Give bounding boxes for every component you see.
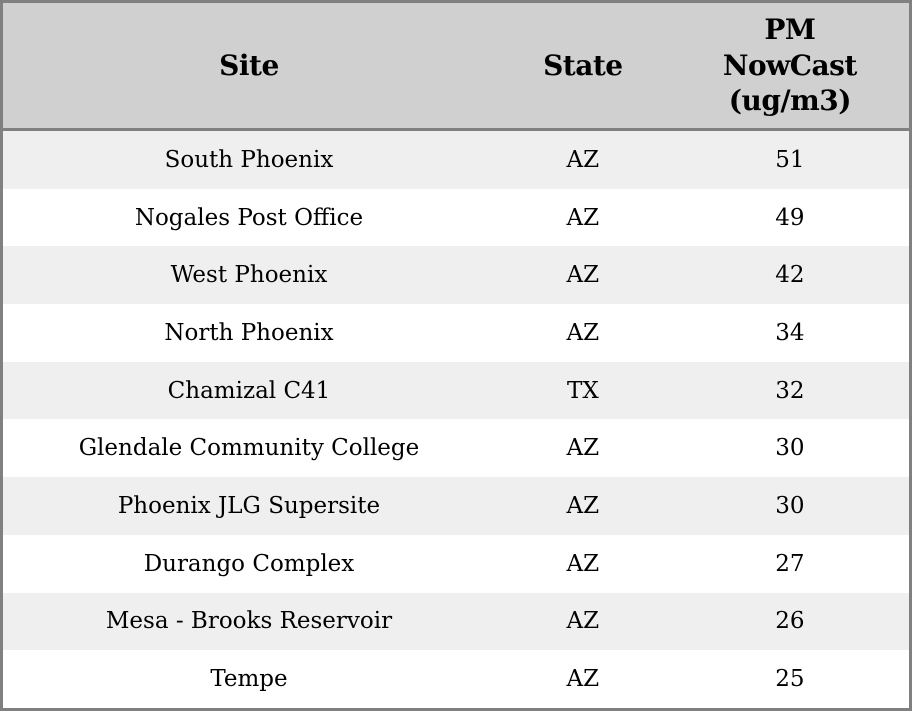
- state-cell: AZ: [566, 492, 600, 519]
- column-header-pm-nowcast-label: PM NowCast (ug/m3): [722, 12, 858, 118]
- column-header-state-label: State: [543, 48, 623, 82]
- site-cell: North Phoenix: [164, 319, 334, 346]
- table-row: Phoenix JLG Supersite AZ 30: [3, 477, 909, 535]
- pm-nowcast-cell: 51: [775, 146, 805, 173]
- column-header-state: State: [494, 3, 671, 131]
- table-row: Glendale Community College AZ 30: [3, 419, 909, 478]
- site-cell: Glendale Community College: [78, 435, 420, 462]
- table-row: South Phoenix AZ 51: [3, 129, 909, 189]
- header-row: Site State PM NowCast (ug/m3): [3, 3, 909, 131]
- pm-nowcast-cell: 49: [775, 204, 805, 231]
- pm-nowcast-cell: 26: [775, 608, 805, 635]
- state-cell: AZ: [566, 319, 600, 346]
- state-cell: AZ: [566, 608, 600, 635]
- state-cell: AZ: [566, 550, 600, 577]
- table-row: Durango Complex AZ 27: [3, 534, 909, 593]
- table-row: Mesa - Brooks Reservoir AZ 26: [3, 592, 909, 651]
- site-cell: Tempe: [210, 666, 288, 693]
- table-row: Chamizal C41 TX 32: [3, 361, 909, 420]
- pm-nowcast-cell: 25: [775, 666, 805, 693]
- state-cell: AZ: [566, 146, 600, 173]
- site-cell: Mesa - Brooks Reservoir: [105, 608, 393, 635]
- state-cell: AZ: [566, 666, 600, 693]
- site-cell: Durango Complex: [143, 550, 355, 577]
- site-cell: Chamizal C41: [167, 377, 331, 404]
- pm-nowcast-cell: 30: [775, 435, 805, 462]
- site-cell: South Phoenix: [164, 146, 334, 173]
- table-header: Site State PM NowCast (ug/m3): [3, 3, 909, 131]
- column-header-site-label: Site: [219, 48, 279, 82]
- site-cell: Nogales Post Office: [134, 204, 364, 231]
- pm-nowcast-table: Site State PM NowCast (ug/m3) South Phoe…: [3, 3, 909, 708]
- site-cell: Phoenix JLG Supersite: [117, 492, 381, 519]
- table-row: North Phoenix AZ 34: [3, 304, 909, 362]
- table-body: South Phoenix AZ 51 Nogales Post Office …: [3, 129, 909, 708]
- pm-nowcast-cell: 42: [775, 262, 805, 289]
- pm-nowcast-cell: 30: [775, 492, 805, 519]
- table-row: West Phoenix AZ 42: [3, 246, 909, 305]
- state-cell: AZ: [566, 262, 600, 289]
- pm-nowcast-cell: 34: [775, 319, 805, 346]
- site-cell: West Phoenix: [170, 262, 328, 289]
- column-header-pm-nowcast: PM NowCast (ug/m3): [670, 3, 909, 131]
- column-header-site: Site: [3, 3, 495, 131]
- table-row: Nogales Post Office AZ 49: [3, 188, 909, 247]
- state-cell: TX: [566, 377, 599, 404]
- pm-nowcast-cell: 27: [775, 550, 805, 577]
- state-cell: AZ: [566, 435, 600, 462]
- pm-nowcast-cell: 32: [775, 377, 805, 404]
- table-row: Tempe AZ 25: [3, 650, 909, 708]
- state-cell: AZ: [566, 204, 600, 231]
